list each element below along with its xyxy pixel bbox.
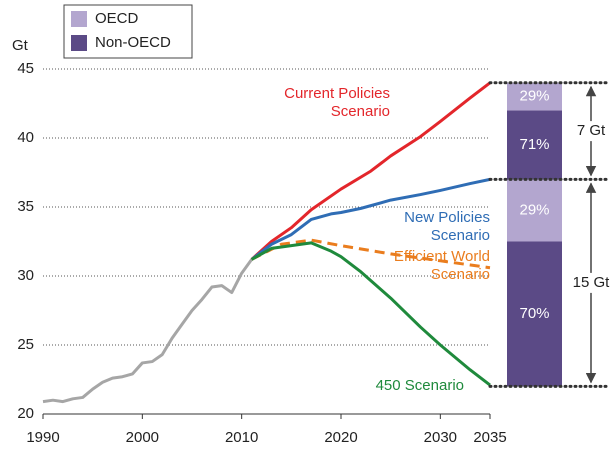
legend-label: OECD <box>95 10 139 27</box>
segment-share: 29% <box>519 88 549 105</box>
x-tick-label: 1990 <box>26 429 59 446</box>
legend-swatch <box>71 35 87 51</box>
legend-label: Non-OECD <box>95 34 171 51</box>
y-tick-label: 30 <box>17 267 34 284</box>
bar-segment <box>507 241 562 387</box>
bar-segment <box>507 82 562 111</box>
y-tick-label: 35 <box>17 198 34 215</box>
x-tick-label: 2020 <box>324 429 357 446</box>
segment-share: 29% <box>519 201 549 218</box>
series-line <box>42 258 253 404</box>
series-label: 450 Scenario <box>376 377 464 394</box>
y-tick-label: 45 <box>17 60 34 77</box>
series-line <box>250 241 491 387</box>
x-tick-label: 2000 <box>126 429 159 446</box>
y-axis-label: Gt <box>12 37 29 54</box>
series-label: Current Policies <box>284 85 390 102</box>
x-tick-label: 2030 <box>424 429 457 446</box>
series-label: Scenario <box>431 266 490 283</box>
bar-segment <box>507 110 562 180</box>
series-label: New Policies <box>404 209 490 226</box>
y-tick-label: 20 <box>17 405 34 422</box>
y-tick-label: 40 <box>17 129 34 146</box>
y-tick-label: 25 <box>17 336 34 353</box>
x-tick-label: 2035 <box>473 429 506 446</box>
bracket-label-bg <box>567 272 612 293</box>
series-line <box>250 81 491 261</box>
series-label: Efficient World <box>394 248 490 265</box>
bracket-label-bg <box>567 121 612 142</box>
series-line <box>250 177 491 261</box>
bracket-label: 15 Gt <box>573 274 611 291</box>
series-line <box>250 238 491 270</box>
x-tick-label: 2010 <box>225 429 258 446</box>
bracket-label: 7 Gt <box>577 122 606 139</box>
legend-swatch <box>71 11 87 27</box>
series-label: Scenario <box>331 103 390 120</box>
series-label: Scenario <box>431 227 490 244</box>
segment-share: 70% <box>519 305 549 322</box>
segment-share: 71% <box>519 136 549 153</box>
bar-segment <box>507 179 562 242</box>
